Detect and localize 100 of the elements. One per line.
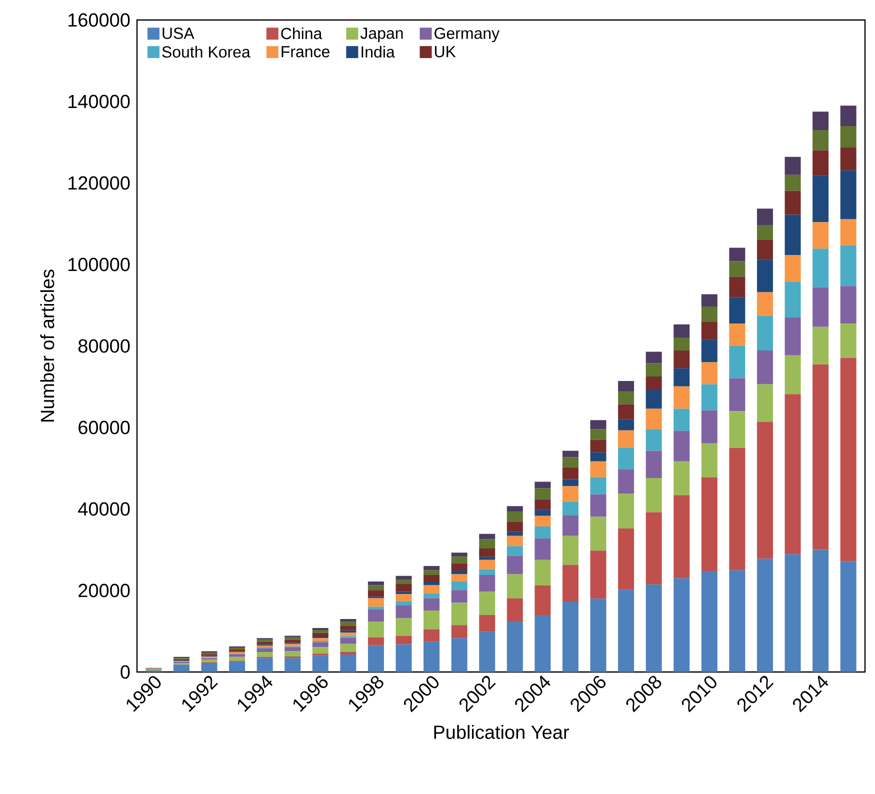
bar bbox=[312, 628, 328, 630]
bar bbox=[284, 637, 301, 640]
y-tick-label: 120000 bbox=[68, 176, 130, 190]
bar bbox=[451, 552, 468, 557]
bar bbox=[646, 408, 662, 430]
bar bbox=[312, 656, 328, 672]
bar bbox=[284, 644, 301, 646]
bar bbox=[562, 450, 578, 458]
bar bbox=[424, 582, 440, 586]
bar bbox=[534, 560, 551, 586]
bar bbox=[256, 652, 273, 657]
x-axis-title: Publication Year bbox=[434, 725, 569, 739]
bar bbox=[840, 245, 856, 286]
bar bbox=[812, 550, 829, 672]
bar bbox=[506, 546, 523, 556]
bar bbox=[701, 410, 718, 444]
bar bbox=[756, 240, 773, 260]
bar bbox=[784, 174, 801, 191]
bar bbox=[784, 255, 801, 282]
bar bbox=[812, 287, 829, 327]
bar bbox=[312, 642, 328, 648]
bar bbox=[396, 594, 412, 602]
bar bbox=[840, 170, 856, 220]
bar bbox=[729, 346, 746, 378]
bar bbox=[562, 467, 578, 480]
bar bbox=[451, 582, 468, 590]
bar bbox=[506, 574, 523, 598]
bar bbox=[424, 610, 440, 630]
bar bbox=[562, 515, 578, 536]
bar bbox=[812, 176, 829, 222]
bar bbox=[729, 570, 746, 672]
bar bbox=[256, 648, 273, 652]
bar bbox=[840, 106, 856, 126]
bar bbox=[534, 526, 551, 538]
legend-label: Japan bbox=[360, 28, 403, 42]
bar bbox=[756, 260, 773, 292]
bar bbox=[840, 126, 856, 148]
bar bbox=[756, 350, 773, 384]
bar bbox=[506, 621, 523, 672]
bar bbox=[534, 510, 551, 516]
bar bbox=[674, 386, 690, 409]
bar bbox=[340, 622, 356, 626]
bar bbox=[590, 477, 606, 494]
bar bbox=[424, 566, 440, 570]
bar bbox=[506, 556, 523, 574]
bar bbox=[396, 618, 412, 636]
bar bbox=[451, 590, 468, 603]
bar bbox=[701, 306, 718, 322]
bar bbox=[479, 539, 496, 549]
bar bbox=[701, 443, 718, 478]
bar bbox=[506, 598, 523, 622]
bar bbox=[506, 506, 523, 512]
bar bbox=[590, 440, 606, 452]
bar bbox=[840, 358, 856, 562]
bar bbox=[590, 452, 606, 462]
bar bbox=[284, 658, 301, 672]
bar bbox=[618, 528, 634, 590]
bar bbox=[756, 384, 773, 422]
bar bbox=[812, 222, 829, 249]
bar bbox=[284, 647, 301, 652]
bar bbox=[812, 248, 829, 288]
bar bbox=[784, 214, 801, 256]
bar bbox=[312, 632, 328, 637]
bar bbox=[368, 621, 384, 638]
bar bbox=[534, 499, 551, 510]
bar bbox=[729, 324, 746, 346]
bar bbox=[646, 478, 662, 512]
bar bbox=[479, 575, 496, 592]
bar bbox=[479, 534, 496, 540]
bar bbox=[340, 654, 356, 672]
bar bbox=[590, 461, 606, 478]
bar bbox=[451, 574, 468, 582]
y-tick-label: 140000 bbox=[68, 94, 130, 108]
bar bbox=[368, 598, 384, 607]
bar bbox=[312, 638, 328, 642]
bar bbox=[590, 598, 606, 672]
bar bbox=[340, 638, 356, 644]
bar bbox=[729, 248, 746, 262]
bar bbox=[562, 564, 578, 602]
bar bbox=[340, 632, 356, 636]
bar bbox=[451, 625, 468, 638]
bar bbox=[340, 644, 356, 652]
bar bbox=[340, 619, 356, 622]
bar bbox=[674, 324, 690, 338]
bar bbox=[618, 392, 634, 404]
bar bbox=[229, 656, 246, 661]
bar bbox=[701, 384, 718, 410]
bar bbox=[368, 585, 384, 590]
bar bbox=[756, 422, 773, 559]
bar bbox=[506, 522, 523, 532]
legend-label: France bbox=[282, 46, 330, 58]
legend-label: Germany bbox=[434, 28, 500, 42]
y-tick-label: 100000 bbox=[68, 258, 130, 272]
bar bbox=[534, 585, 551, 615]
bar bbox=[784, 156, 801, 175]
bar bbox=[534, 614, 551, 672]
bar bbox=[840, 561, 856, 672]
bar bbox=[756, 208, 773, 226]
bar bbox=[534, 516, 551, 527]
bar bbox=[256, 642, 273, 644]
